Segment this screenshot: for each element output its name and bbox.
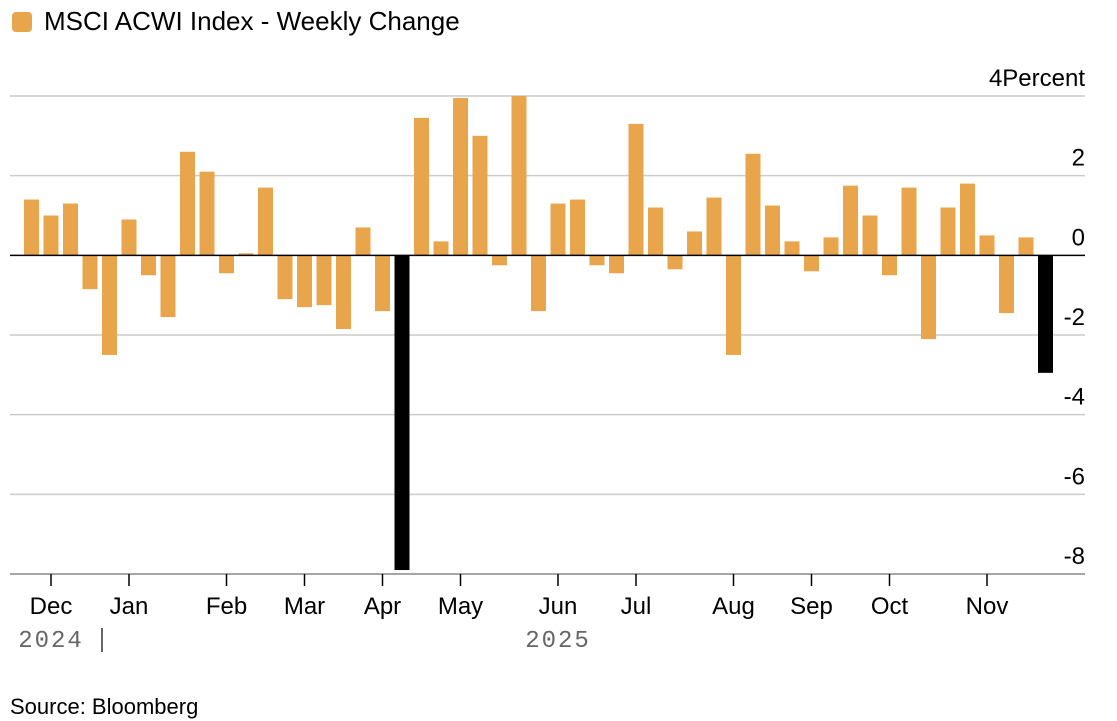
bar [297,255,312,308]
source-note: Source: Bloomberg [10,694,199,719]
x-tick-label: Aug [712,593,755,620]
bar [745,153,761,256]
y-tick-label: -8 [1064,543,1085,570]
bar [648,207,663,256]
bar [882,255,897,276]
x-tick-label: Mar [284,593,325,620]
x-tick-label: Feb [206,593,247,620]
axes: 4Percent 2 0 -2 -4 -6 -8 Dec Jan Feb Mar Apr May Jun J… [10,65,1085,655]
bar [316,255,332,306]
bar [550,203,566,256]
bar [355,227,371,256]
bar [511,96,527,256]
bar [940,207,956,256]
bar [394,255,410,571]
y-tick-label: 0 [1072,224,1085,251]
chart-legend: MSCI ACWI Index - Weekly Change [12,6,460,37]
bar [862,215,878,256]
y-tick-label: 2 [1072,145,1085,172]
bar [453,97,468,256]
bar [1038,255,1053,373]
bars [24,96,1053,571]
y-tick-label: -4 [1064,384,1085,411]
bar [784,241,800,256]
bar [277,255,293,300]
bar [765,205,780,256]
bar [414,117,429,256]
bar [687,231,702,256]
y-tick-label: -6 [1064,463,1085,490]
year-label: 2025 [525,628,591,655]
bar [82,255,98,290]
y-tick-label: 4Percent [989,65,1085,92]
bar [121,219,137,256]
x-tick-label: Oct [871,593,909,620]
bar [901,187,917,256]
bar [219,255,234,274]
bar [472,135,488,256]
bar [1018,237,1034,256]
bar [999,255,1014,314]
bar [609,255,624,274]
bar [960,183,975,256]
bar [336,255,351,330]
x-tick-label: Apr [364,593,401,620]
legend-swatch [12,11,32,32]
x-tick-label: Jul [621,593,652,620]
bar-chart: 4Percent 2 0 -2 -4 -6 -8 Dec Jan Feb Mar Apr May Jun J… [10,65,1085,655]
bar [979,235,995,256]
bar [433,241,449,256]
bar [24,199,39,256]
bar [63,203,78,256]
bar [180,151,195,256]
bar [199,171,215,256]
bar [160,255,176,318]
x-tick-label: Dec [30,593,73,620]
bar [238,253,254,256]
x-tick-label: May [438,593,483,620]
bar [843,185,858,256]
bar [43,215,59,256]
bar [726,255,741,355]
bar [823,237,839,256]
bar [102,255,117,355]
x-tick-label: Sep [790,593,833,620]
x-tick-label: Jun [539,593,578,620]
bar [141,255,156,276]
x-tick-label: Jan [110,593,149,620]
bar [492,255,507,266]
bar [589,255,605,266]
bar [570,199,585,256]
bar [706,197,722,256]
y-tick-label: -2 [1064,304,1085,331]
bar [628,123,644,256]
bar [531,255,546,312]
year-label: 2024 [18,628,84,655]
bar [375,255,390,312]
bar [921,255,936,339]
bar [258,187,273,256]
bar [804,255,819,272]
bar [667,255,683,270]
x-tick-label: Nov [966,593,1009,620]
legend-label: MSCI ACWI Index - Weekly Change [44,6,460,36]
